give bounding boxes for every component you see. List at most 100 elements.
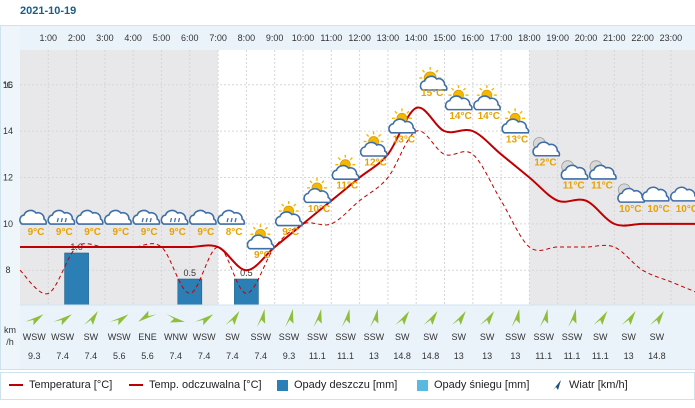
legend-rain-label: Opady deszczu [mm] <box>294 379 398 391</box>
temp-label: 9°C <box>56 227 73 238</box>
rain-bar <box>234 278 259 306</box>
wind-direction-label: SSW <box>533 332 554 342</box>
legend-temperature-swatch <box>9 384 23 386</box>
hour-tick-label: 15:00 <box>433 33 456 43</box>
cloud-shape <box>104 209 132 225</box>
cloud-shape <box>641 186 670 202</box>
wind-speed-label: 7.4 <box>254 351 267 361</box>
temp-label: 9°C <box>169 227 186 238</box>
cloud-icon <box>670 186 695 202</box>
wind-arrow-icon <box>568 308 577 328</box>
wind-arrow-shape <box>649 311 664 325</box>
y-tick-label: 10 <box>3 219 13 229</box>
hour-tick-label: 11:00 <box>320 33 342 43</box>
hour-tick-label: 5:00 <box>153 33 171 43</box>
sun-ray <box>450 87 455 91</box>
legend-rain-swatch <box>277 379 288 391</box>
wind-speed-label: 14.8 <box>648 351 666 361</box>
hour-tick-label: 3:00 <box>96 33 114 43</box>
wind-direction-label: SW <box>395 332 410 342</box>
sun-ray <box>435 69 439 73</box>
wind-arrow-icon <box>138 310 157 322</box>
rain-drop <box>60 217 63 223</box>
cloud-shape <box>670 186 695 202</box>
sun-ray <box>321 180 325 184</box>
y-tick-label: 8 <box>5 265 10 275</box>
y-tick-label: 14 <box>3 126 13 136</box>
sun-ray <box>507 110 511 114</box>
wind-arrow-icon <box>341 308 351 328</box>
hour-tick-label: 17:00 <box>490 33 513 43</box>
wind-speed-label: 11.1 <box>564 351 581 361</box>
partly-cloudy-icon <box>303 177 332 204</box>
wind-speed-label: 11.1 <box>535 351 552 361</box>
temp-label: 10°C <box>619 204 641 215</box>
wind-arrow-icon <box>395 311 410 325</box>
night-cloud-icon <box>532 137 561 157</box>
partly-cloudy-icon <box>388 108 417 134</box>
hour-axis-band <box>20 26 695 50</box>
wind-direction-label: ENE <box>138 332 157 342</box>
cloud-shape <box>388 118 417 134</box>
wind-arrow-shape <box>138 310 157 322</box>
rain-drop <box>149 217 152 223</box>
partly-cloudy-icon <box>275 201 303 227</box>
wind-arrow-icon <box>225 311 240 325</box>
wind-arrow-shape <box>539 308 549 328</box>
temp-label: 11°C <box>591 181 613 192</box>
cloud-icon <box>75 209 104 225</box>
wind-direction-label: WNW <box>164 332 188 342</box>
partly-cloudy-icon <box>359 131 388 157</box>
sun-icon <box>419 66 448 91</box>
cloud-icon <box>641 186 670 202</box>
legend-temperature: Temperatura [°C] <box>9 379 112 391</box>
temp-label: 8°C <box>226 227 243 238</box>
legend-wind: Wiatr [km/h] <box>551 379 628 391</box>
wind-speed-label: 7.4 <box>170 351 183 361</box>
hour-tick-label: 7:00 <box>209 33 227 43</box>
wind-arrow-icon <box>83 311 98 325</box>
cloud-icon <box>188 209 217 225</box>
wind-arrow-shape <box>53 314 72 326</box>
night-cloud-icon <box>560 160 589 180</box>
hour-tick-label: 13:00 <box>377 33 400 43</box>
wind-direction-label: SSW <box>505 332 526 342</box>
legend-feels-like-label: Temp. odczuwalna [°C] <box>149 379 262 391</box>
wind-arrow-shape <box>511 308 520 328</box>
wind-arrow-icon <box>451 311 466 325</box>
wind-arrow-shape <box>621 311 636 325</box>
wind-direction-label: SW <box>593 332 608 342</box>
temp-label: 9°C <box>141 227 158 238</box>
wind-arrow-shape <box>225 311 240 325</box>
wind-arrow-icon <box>256 308 266 328</box>
wind-arrow-shape <box>341 308 351 328</box>
hour-tick-label: 2:00 <box>68 33 86 43</box>
wind-speed-label: 13 <box>369 351 379 361</box>
temp-label: 11°C <box>336 181 358 192</box>
sun-ray <box>462 87 467 91</box>
wind-direction-label: SSW <box>364 332 385 342</box>
wind-direction-label: SW <box>452 332 467 342</box>
temp-label: 9°C <box>113 227 130 238</box>
wind-arrow-shape <box>568 308 577 328</box>
night-cloud-icon <box>588 160 617 180</box>
wind-arrow-icon <box>553 380 561 390</box>
wind-direction-label: SSW <box>279 332 300 342</box>
sun-ray <box>293 203 297 207</box>
wind-direction-label: SW <box>480 332 495 342</box>
wind-arrow-shape <box>25 314 44 326</box>
wind-band <box>20 305 695 369</box>
wind-arrow-icon <box>539 308 549 328</box>
cloud-shape <box>246 234 275 250</box>
wind-direction-label: SSW <box>250 332 271 342</box>
wind-arrow-shape <box>423 311 438 325</box>
temp-label: 10°C <box>647 204 669 215</box>
wind-arrow-icon <box>25 314 44 326</box>
wind-speed-label: 5.6 <box>113 351 126 361</box>
temp-label: 12°C <box>364 158 386 169</box>
rain-drop <box>226 217 229 223</box>
cloud-shape <box>473 95 502 111</box>
wind-arrow-icon <box>313 308 322 328</box>
wind-arrow-icon <box>285 308 294 328</box>
